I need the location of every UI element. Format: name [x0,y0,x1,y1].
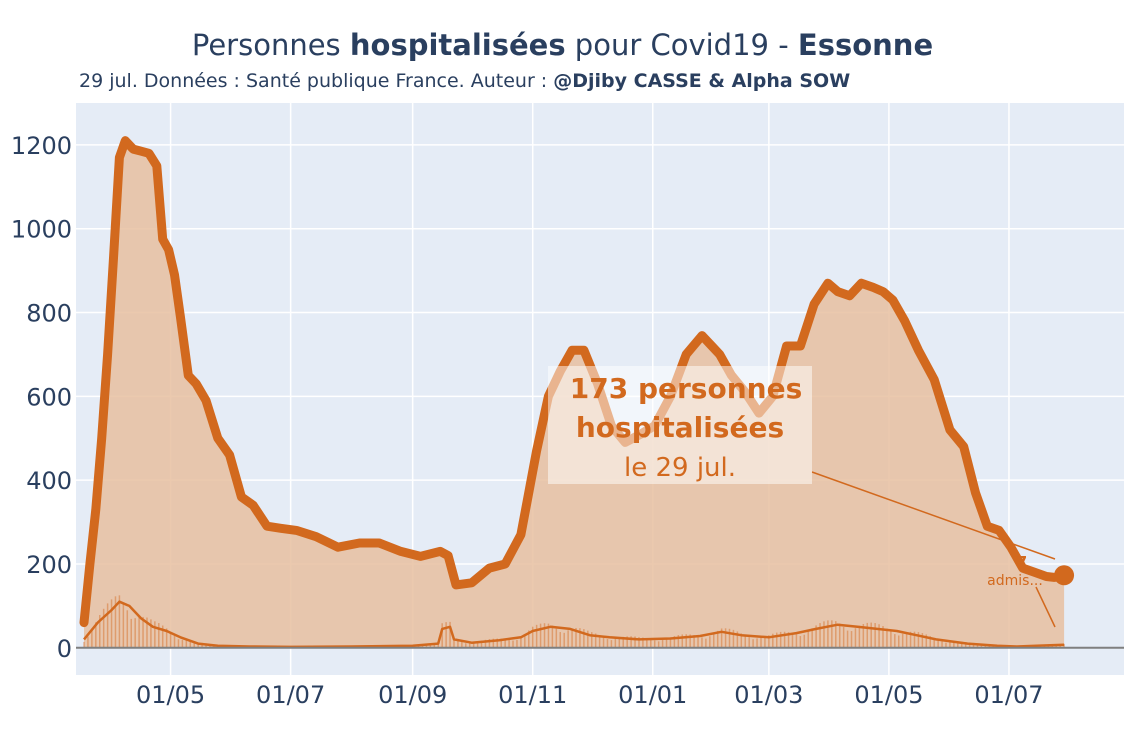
annotation-arrow [811,471,1056,560]
subtitle-author: @Djiby CASSE & Alpha SOW [553,70,851,92]
annotation-line-2: hospitalisées [576,411,784,444]
x-tick-label: 01/09 [378,681,447,709]
title-part-1: Personnes [191,28,350,62]
y-tick-label: 200 [26,551,72,579]
x-tick-label: 01/11 [498,681,567,709]
y-axis-ticks: 0 200 400 600 800 1000 1200 [11,132,72,663]
x-tick-label: 01/03 [734,681,803,709]
admissions-text-label: admis... [987,573,1043,589]
y-tick-label: 1200 [11,132,72,160]
y-tick-label: 600 [26,383,72,411]
admissions-value-label: 7 [1017,553,1027,571]
y-tick-label: 800 [26,300,72,328]
admissions-line [83,600,1065,649]
annotation-line-3: le 29 jul. [624,453,736,483]
x-tick-label: 01/07 [256,681,325,709]
title-bold-2: Essonne [797,28,934,62]
x-tick-label: 01/05 [136,681,205,709]
title-part-2: pour Covid19 - [565,28,798,62]
title-bold-1: hospitalisées [349,28,566,62]
x-tick-label: 01/05 [854,681,923,709]
admissions-arrow [1035,586,1056,628]
chart-title: Personnes hospitalisées pour Covid19 - E… [0,28,1125,62]
x-tick-label: 01/01 [618,681,687,709]
x-tick-label: 01/07 [974,681,1043,709]
subtitle-text: 29 jul. Données : Santé publique France.… [79,70,554,92]
y-tick-label: 1000 [11,216,72,244]
last-value-dot [1054,565,1075,586]
annotation-box [548,366,812,484]
x-axis-ticks: 01/05 01/07 01/09 01/11 01/01 01/03 01/05 01/07 [136,681,1044,709]
annotation-line-1: 173 personnes [570,372,802,405]
y-tick-label: 0 [57,635,72,663]
y-tick-label: 400 [26,467,72,495]
chart-subtitle: 29 jul. Données : Santé publique France.… [79,70,850,92]
